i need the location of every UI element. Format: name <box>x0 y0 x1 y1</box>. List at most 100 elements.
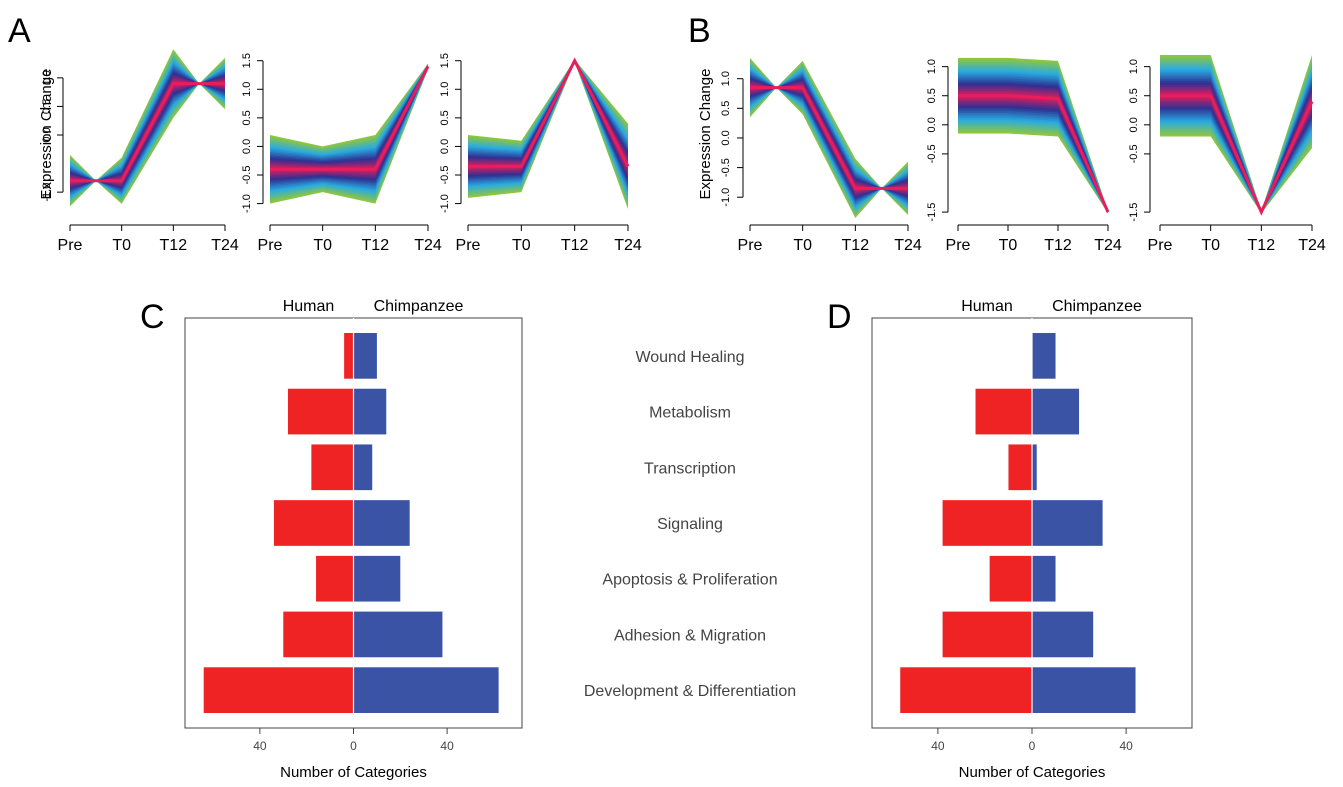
x-tick-label: T12 <box>842 237 870 254</box>
fan-band <box>1160 80 1312 213</box>
fan-band <box>1160 82 1312 213</box>
x-tick-label: T24 <box>1094 237 1122 254</box>
x-tick-label: T0 <box>999 237 1018 254</box>
y-tick-label: 0.0 <box>41 127 53 142</box>
fan-band <box>270 65 428 182</box>
y-tick-label: -0.5 <box>926 144 938 163</box>
y-tick-label: 1.5 <box>241 53 253 68</box>
y-tick-label: 0.5 <box>439 110 451 125</box>
fan-band <box>958 78 1108 213</box>
chimpanzee-label: Chimpanzee <box>374 298 464 315</box>
y-tick-label: 0.0 <box>926 117 938 132</box>
x-axis-title: Number of Categories <box>959 764 1106 781</box>
x-tick-label: T0 <box>512 237 531 254</box>
x-tick-label: Pre <box>58 237 83 254</box>
y-tick-label: 1.0 <box>1128 59 1140 74</box>
x-tick-label: T24 <box>414 237 442 254</box>
bar-chart-c: Human Chimpanzee 40 0 40 Number of Categories <box>184 298 523 781</box>
bar-human <box>900 667 1032 713</box>
y-tick-label: -0.5 <box>241 166 253 185</box>
ylabel-b: Expression Change <box>697 69 714 200</box>
y-tick-label: 0.5 <box>241 110 253 125</box>
x-tick-label: T0 <box>1201 237 1220 254</box>
category-labels: Wound Healing Metabolism Transcription Sign… <box>584 349 796 700</box>
fan-chart-b2: Pre T0 T12 T24 -1.5 -0.5 0.0 0.5 1.0 <box>926 57 1122 254</box>
y-tick-label: 0.5 <box>720 101 732 116</box>
y-tick-label: 0.0 <box>439 139 451 154</box>
panel-letter-a: A <box>8 12 31 50</box>
x-tick-label: T12 <box>362 237 390 254</box>
bar-chimp <box>1032 555 1056 602</box>
y-tick-label: 0.0 <box>720 130 732 145</box>
y-tick-label: 1.0 <box>720 71 732 86</box>
x-tick-label: T12 <box>561 237 589 254</box>
bar-human <box>273 500 354 546</box>
fan-chart-a2: Pre T0 T12 T24 -1.0 -0.5 0.0 0.5 1.0 1.5 <box>241 53 442 254</box>
bar-human <box>1008 444 1032 491</box>
fan-chart-a3: Pre T0 T12 T24 -1.0 -0.5 0.0 0.5 1.0 1.5 <box>439 53 642 254</box>
fan-band <box>270 65 428 178</box>
fan-core-line <box>468 57 630 168</box>
bar-chimp <box>353 333 377 379</box>
category-label: Apoptosis & Proliferation <box>602 572 777 589</box>
fan-band <box>270 65 428 184</box>
x-tick-label: 0 <box>350 739 357 753</box>
x-tick-label: T0 <box>112 237 131 254</box>
y-tick-label: 1.0 <box>439 82 451 97</box>
y-tick-label: 0.0 <box>1128 117 1140 132</box>
bar-human <box>942 611 1032 658</box>
y-tick-label: 1.0 <box>926 59 938 74</box>
category-label: Signaling <box>657 516 723 533</box>
fan-chart-b3: Pre T0 T12 T24 -1.5 -0.5 0.0 0.5 1.0 <box>1128 55 1326 254</box>
bar-human <box>311 444 354 491</box>
bar-chimp <box>1032 611 1094 658</box>
x-tick-label: Pre <box>1148 237 1173 254</box>
y-tick-label: 0.5 <box>41 99 53 114</box>
bar-human <box>975 388 1032 435</box>
category-label: Transcription <box>644 460 736 477</box>
bar-chimp <box>353 388 387 435</box>
x-tick-label: 0 <box>1029 739 1036 753</box>
fan-core-line <box>958 94 1110 213</box>
category-label: Adhesion & Migration <box>614 627 766 644</box>
x-tick-label: Pre <box>258 237 283 254</box>
x-tick-label: T12 <box>160 237 188 254</box>
x-tick-label: T12 <box>1044 237 1072 254</box>
bar-chimp <box>1032 444 1037 491</box>
y-tick-label: -0.5 <box>720 158 732 177</box>
fan-band <box>270 65 428 179</box>
chimpanzee-label: Chimpanzee <box>1052 298 1142 315</box>
panel-letter-b: B <box>688 12 711 50</box>
category-label: Development & Differentiation <box>584 683 796 700</box>
panel-letter-c: C <box>140 298 165 336</box>
bar-chimp <box>353 667 499 713</box>
fan-band <box>1160 86 1312 213</box>
y-tick-label: -0.5 <box>1128 144 1140 163</box>
fan-core-line <box>750 86 908 190</box>
bar-chimp <box>353 611 443 658</box>
x-tick-label: 40 <box>931 739 945 753</box>
ylabel-a: Expression Change <box>38 69 55 200</box>
fan-band <box>270 66 428 174</box>
x-tick-label: Pre <box>456 237 481 254</box>
category-label: Metabolism <box>649 405 731 422</box>
y-tick-label: -1.0 <box>41 183 53 202</box>
human-label: Human <box>283 298 335 315</box>
x-tick-label: T24 <box>894 237 922 254</box>
y-tick-label: 1.0 <box>41 70 53 85</box>
x-tick-label: T24 <box>614 237 642 254</box>
y-tick-label: -1.5 <box>926 203 938 222</box>
fan-core-line <box>70 82 225 183</box>
x-tick-label: Pre <box>946 237 971 254</box>
x-tick-label: T0 <box>313 237 332 254</box>
bar-chimp <box>1032 388 1080 435</box>
x-tick-label: T24 <box>1298 237 1326 254</box>
panel-letter-d: D <box>827 298 852 336</box>
bar-chimp <box>1032 500 1103 546</box>
y-tick-label: -1.5 <box>1128 203 1140 222</box>
y-tick-label: 0.5 <box>926 88 938 103</box>
bar-chimp <box>353 555 401 602</box>
x-tick-label: 40 <box>1119 739 1133 753</box>
fan-band <box>270 65 428 185</box>
